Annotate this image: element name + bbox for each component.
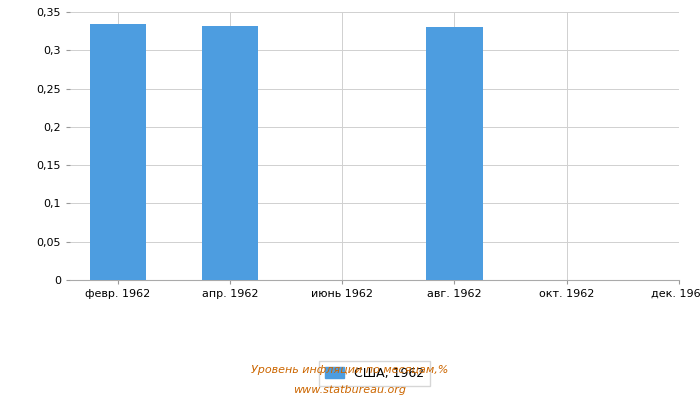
Bar — [90, 24, 146, 280]
Text: Уровень инфляции по месяцам,%: Уровень инфляции по месяцам,% — [251, 365, 449, 375]
Text: www.statbureau.org: www.statbureau.org — [293, 385, 407, 395]
Bar — [426, 26, 482, 280]
Legend: США, 1962: США, 1962 — [318, 361, 430, 386]
Bar — [202, 26, 258, 280]
